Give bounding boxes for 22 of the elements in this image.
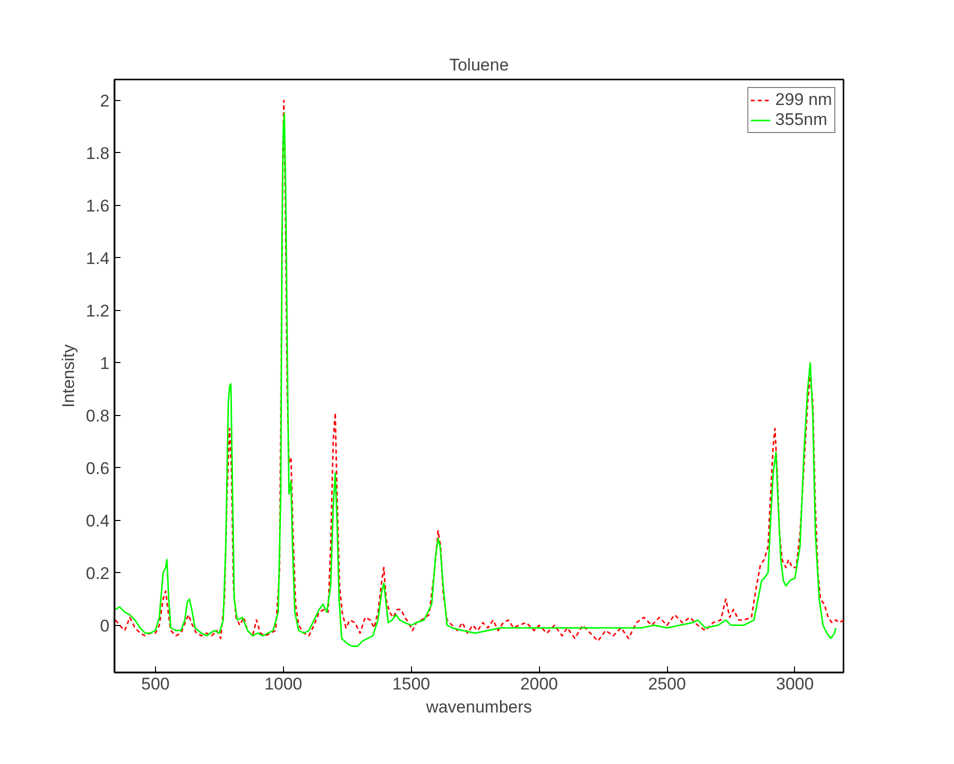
y-tick-label: 0 [100, 616, 110, 636]
y-tick-label: 1.2 [86, 301, 110, 320]
y-tick-label: 1.4 [86, 248, 110, 268]
x-tick-label: 1500 [392, 674, 430, 694]
chart-title: Toluene [449, 56, 509, 74]
y-tick-label: 1 [100, 354, 110, 373]
y-tick-label: 0.6 [86, 458, 110, 478]
x-tick-label: 500 [141, 674, 170, 694]
x-tick-label: 2000 [520, 674, 558, 694]
y-tick-label: 2 [100, 91, 110, 110]
legend-label: 299 nm [775, 90, 832, 110]
y-tick-label: 0.2 [86, 564, 110, 583]
x-tick-label: 1000 [264, 674, 302, 694]
x-axis-title: wavenumbers [425, 698, 532, 716]
y-tick-label: 0.4 [86, 511, 110, 530]
y-tick-label: 1.8 [86, 144, 110, 163]
legend-label: 355nm [775, 110, 828, 130]
x-tick-label: 2500 [648, 674, 686, 694]
x-tick-label: 3000 [776, 674, 814, 694]
y-axis-title: Intensity [58, 344, 78, 408]
y-tick-label: 1.6 [86, 196, 110, 216]
y-tick-label: 0.8 [86, 406, 110, 426]
